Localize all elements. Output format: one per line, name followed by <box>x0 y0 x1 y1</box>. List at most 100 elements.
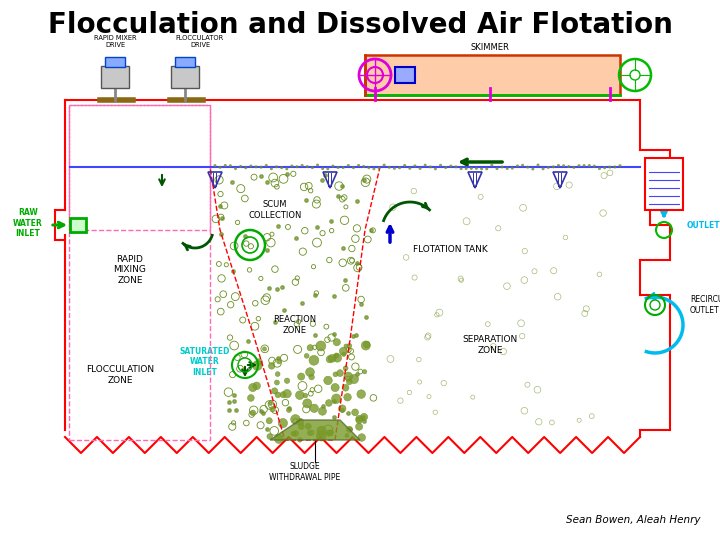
Circle shape <box>603 166 606 170</box>
Circle shape <box>256 359 263 366</box>
Point <box>325 217 337 225</box>
Circle shape <box>572 166 575 169</box>
Point <box>328 413 339 422</box>
Circle shape <box>326 430 332 436</box>
Circle shape <box>344 372 353 381</box>
Circle shape <box>311 166 314 169</box>
Point <box>351 259 363 267</box>
Circle shape <box>269 363 275 369</box>
Circle shape <box>364 341 370 348</box>
Circle shape <box>567 165 570 168</box>
Circle shape <box>531 167 534 171</box>
Bar <box>105 57 125 67</box>
Circle shape <box>357 164 360 167</box>
Point <box>261 424 273 433</box>
Point <box>214 202 225 211</box>
Circle shape <box>309 374 315 380</box>
Point <box>328 330 339 339</box>
Circle shape <box>291 415 300 424</box>
Circle shape <box>239 165 242 168</box>
Circle shape <box>280 392 286 398</box>
Circle shape <box>588 164 590 167</box>
Circle shape <box>310 404 318 413</box>
Text: REACTION
ZONE: REACTION ZONE <box>274 315 317 335</box>
Text: Sean Bowen, Aleah Henry: Sean Bowen, Aleah Henry <box>565 515 700 525</box>
Circle shape <box>284 378 289 383</box>
Circle shape <box>244 166 247 169</box>
Circle shape <box>293 430 299 436</box>
Text: RAPID
MIXING
ZONE: RAPID MIXING ZONE <box>114 255 146 285</box>
Circle shape <box>333 339 341 346</box>
Text: SLUDGE
WITHDRAWAL PIPE: SLUDGE WITHDRAWAL PIPE <box>269 462 341 482</box>
Circle shape <box>536 164 539 166</box>
Text: RECIRCULATION
OUTLET: RECIRCULATION OUTLET <box>690 295 720 315</box>
Circle shape <box>372 167 375 170</box>
Circle shape <box>356 423 363 430</box>
Circle shape <box>229 164 232 167</box>
Circle shape <box>339 347 348 355</box>
Circle shape <box>219 166 222 169</box>
Point <box>344 425 356 434</box>
Circle shape <box>305 368 315 376</box>
Circle shape <box>490 164 493 167</box>
Circle shape <box>275 392 281 398</box>
Circle shape <box>344 344 348 348</box>
Circle shape <box>295 165 299 168</box>
Text: FLOCCULATOR
DRIVE: FLOCCULATOR DRIVE <box>176 35 224 48</box>
Circle shape <box>301 164 304 167</box>
Circle shape <box>388 166 391 169</box>
Bar <box>101 66 129 88</box>
Point <box>356 300 367 308</box>
Point <box>257 408 269 417</box>
Circle shape <box>398 166 401 170</box>
Bar <box>70 218 86 232</box>
Circle shape <box>298 423 305 429</box>
Circle shape <box>598 167 601 170</box>
Circle shape <box>336 166 340 169</box>
Text: SCUM
COLLECTION: SCUM COLLECTION <box>248 200 302 220</box>
Circle shape <box>608 166 611 168</box>
Circle shape <box>546 166 550 169</box>
Point <box>216 214 228 222</box>
Circle shape <box>250 410 256 416</box>
Circle shape <box>367 166 370 169</box>
Circle shape <box>266 417 272 424</box>
Circle shape <box>343 394 351 401</box>
Point <box>290 234 302 242</box>
Circle shape <box>307 430 313 436</box>
Point <box>256 407 267 415</box>
Circle shape <box>429 165 432 168</box>
Circle shape <box>358 434 366 441</box>
Circle shape <box>345 434 349 437</box>
Circle shape <box>413 164 416 167</box>
Circle shape <box>274 380 279 385</box>
Circle shape <box>403 164 406 167</box>
Circle shape <box>279 418 287 428</box>
Circle shape <box>582 164 585 167</box>
Point <box>215 230 227 238</box>
Point <box>240 232 251 240</box>
Circle shape <box>346 379 352 385</box>
Text: OUTLET: OUTLET <box>687 220 720 230</box>
Circle shape <box>342 352 346 356</box>
Circle shape <box>338 405 346 413</box>
Circle shape <box>347 343 352 348</box>
Point <box>365 226 377 234</box>
Point <box>347 332 359 340</box>
Point <box>263 284 274 292</box>
Circle shape <box>265 164 268 167</box>
Circle shape <box>377 166 381 170</box>
Circle shape <box>342 384 349 391</box>
Circle shape <box>362 165 365 168</box>
Circle shape <box>275 372 280 376</box>
Circle shape <box>309 355 319 365</box>
Circle shape <box>337 370 343 376</box>
Circle shape <box>270 407 275 412</box>
Text: FLOTATION TANK: FLOTATION TANK <box>413 246 487 254</box>
Circle shape <box>275 165 278 168</box>
Circle shape <box>343 366 348 371</box>
Point <box>261 245 273 254</box>
Circle shape <box>276 359 282 364</box>
Circle shape <box>552 165 555 168</box>
Point <box>310 291 321 299</box>
